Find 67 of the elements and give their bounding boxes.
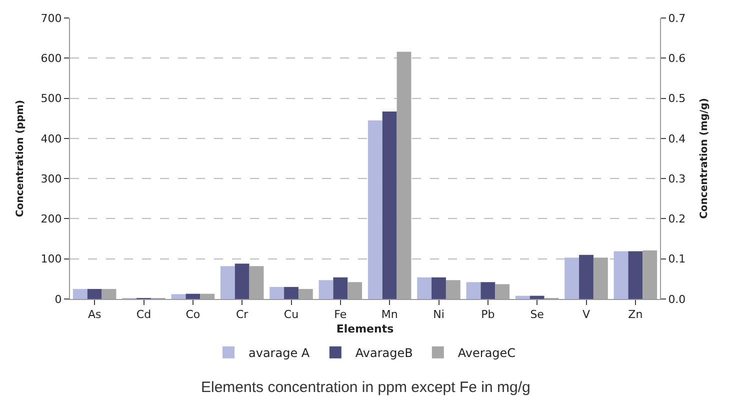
bar	[446, 280, 460, 299]
bar	[333, 277, 348, 299]
legend-label: AverageC	[458, 346, 516, 360]
y-tick-label: 500	[40, 92, 62, 106]
bar	[87, 288, 102, 299]
y-tick-label: 0	[54, 292, 62, 306]
y2-tick-label: 0.5	[668, 92, 686, 106]
y-axis-title: Concentration (ppm)	[14, 100, 26, 218]
bar	[432, 277, 446, 299]
y2-tick-label: 0.0	[668, 292, 686, 306]
x-axis-title: Elements	[336, 322, 394, 336]
x-tick-label: Ni	[433, 308, 444, 322]
bar	[348, 282, 362, 299]
x-tick-label: Cr	[236, 308, 249, 322]
bar	[368, 120, 382, 299]
bar	[628, 251, 643, 299]
bar	[614, 251, 628, 299]
bar	[249, 266, 264, 299]
bar	[642, 250, 658, 299]
bar	[102, 288, 116, 299]
y-tick-label: 600	[40, 52, 62, 65]
y2-tick-label: 0.4	[668, 132, 686, 146]
bar	[382, 112, 397, 299]
y2-tick-label: 0.2	[668, 212, 686, 226]
x-tick-label: Cd	[136, 308, 152, 322]
x-tick-label: Zn	[628, 308, 643, 322]
bar	[480, 282, 496, 299]
y2-tick-label: 0.6	[668, 52, 686, 65]
bar	[234, 264, 250, 299]
y-tick-label: 700	[40, 12, 62, 25]
y-tick-label: 200	[40, 212, 62, 226]
y-tick-label: 100	[40, 252, 62, 266]
text: Elements concentration in ppm except Fe in mg/g	[201, 379, 530, 396]
bar	[220, 266, 235, 299]
bar	[298, 288, 313, 299]
x-tick-label: As	[88, 308, 102, 322]
bar	[284, 286, 298, 299]
x-tick-label: Pb	[481, 308, 495, 322]
legend-label: AvarageB	[355, 346, 413, 360]
bar	[515, 296, 530, 299]
bar	[466, 282, 481, 299]
y2-tick-label: 0.1	[668, 252, 686, 266]
x-tick-label: Cu	[284, 308, 299, 322]
bar	[417, 277, 432, 299]
y2-axis-title: Concentration (mg/g)	[699, 98, 710, 219]
bar	[186, 294, 200, 299]
y2-tick-label: 0.7	[668, 12, 686, 25]
y-tick-label: 300	[40, 172, 62, 186]
bar	[593, 258, 608, 299]
x-tick-label: Se	[530, 308, 544, 322]
bar	[171, 294, 186, 299]
x-tick-label: Mn	[381, 308, 398, 322]
bar	[495, 284, 510, 299]
bar	[270, 286, 284, 299]
bar	[318, 280, 334, 299]
y2-tick-label: 0.3	[668, 172, 686, 186]
y-tick-label: 400	[40, 132, 62, 146]
bar	[564, 258, 580, 299]
legend-label: avarage A	[248, 346, 310, 360]
bar	[200, 294, 215, 299]
bar	[72, 288, 88, 299]
x-tick-label: Co	[186, 308, 200, 322]
x-tick-label: Fe	[334, 308, 347, 322]
bar	[530, 296, 544, 299]
bar	[396, 52, 412, 299]
bar	[579, 254, 594, 299]
x-tick-label: V	[582, 308, 590, 322]
